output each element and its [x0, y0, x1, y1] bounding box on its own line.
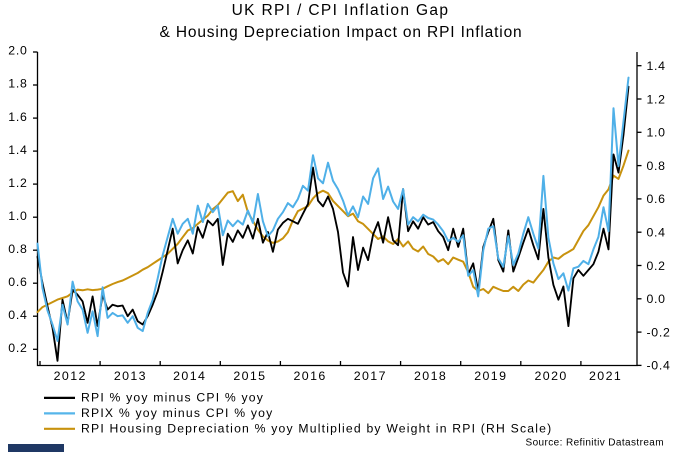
svg-text:2017: 2017	[354, 369, 387, 383]
svg-text:& Housing Depreciation Impact: & Housing Depreciation Impact on RPI Inf…	[159, 24, 522, 41]
svg-text:0.0: 0.0	[647, 292, 666, 306]
svg-text:1.2: 1.2	[8, 176, 27, 190]
svg-text:-0.4: -0.4	[647, 359, 671, 373]
svg-text:RPI Housing Depreciation % yoy: RPI Housing Depreciation % yoy Multiplie…	[81, 421, 552, 435]
svg-text:1.4: 1.4	[647, 59, 666, 73]
svg-text:2019: 2019	[474, 369, 507, 383]
svg-text:0.8: 0.8	[647, 159, 666, 173]
svg-text:1.4: 1.4	[8, 143, 27, 157]
svg-text:UK RPI / CPI Inflation Gap: UK RPI / CPI Inflation Gap	[232, 2, 450, 19]
svg-text:1.8: 1.8	[8, 77, 27, 91]
svg-text:Source: Refinitiv Datastream: Source: Refinitiv Datastream	[526, 438, 664, 449]
svg-text:0.4: 0.4	[647, 226, 666, 240]
svg-text:0.2: 0.2	[647, 259, 666, 273]
svg-text:0.6: 0.6	[647, 192, 666, 206]
svg-text:2012: 2012	[54, 369, 87, 383]
svg-text:0.8: 0.8	[8, 242, 27, 256]
svg-text:0.4: 0.4	[8, 308, 27, 322]
svg-text:2020: 2020	[535, 369, 568, 383]
svg-text:2013: 2013	[114, 369, 147, 383]
svg-text:1.0: 1.0	[647, 126, 666, 140]
svg-text:2021: 2021	[589, 369, 622, 383]
svg-text:2014: 2014	[173, 369, 206, 383]
svg-text:2.0: 2.0	[8, 44, 27, 58]
svg-text:1.6: 1.6	[8, 110, 27, 124]
svg-text:-0.2: -0.2	[647, 325, 671, 339]
svg-text:RPIX % yoy minus CPI % yoy: RPIX % yoy minus CPI % yoy	[81, 406, 273, 420]
svg-text:2018: 2018	[414, 369, 447, 383]
svg-text:0.2: 0.2	[8, 341, 27, 355]
svg-text:1.2: 1.2	[647, 92, 666, 106]
svg-text:1.0: 1.0	[8, 209, 27, 223]
svg-text:RPI % yoy minus CPI % yoy: RPI % yoy minus CPI % yoy	[81, 390, 264, 404]
svg-text:0.6: 0.6	[8, 275, 27, 289]
svg-text:2015: 2015	[233, 369, 266, 383]
svg-text:2016: 2016	[294, 369, 327, 383]
